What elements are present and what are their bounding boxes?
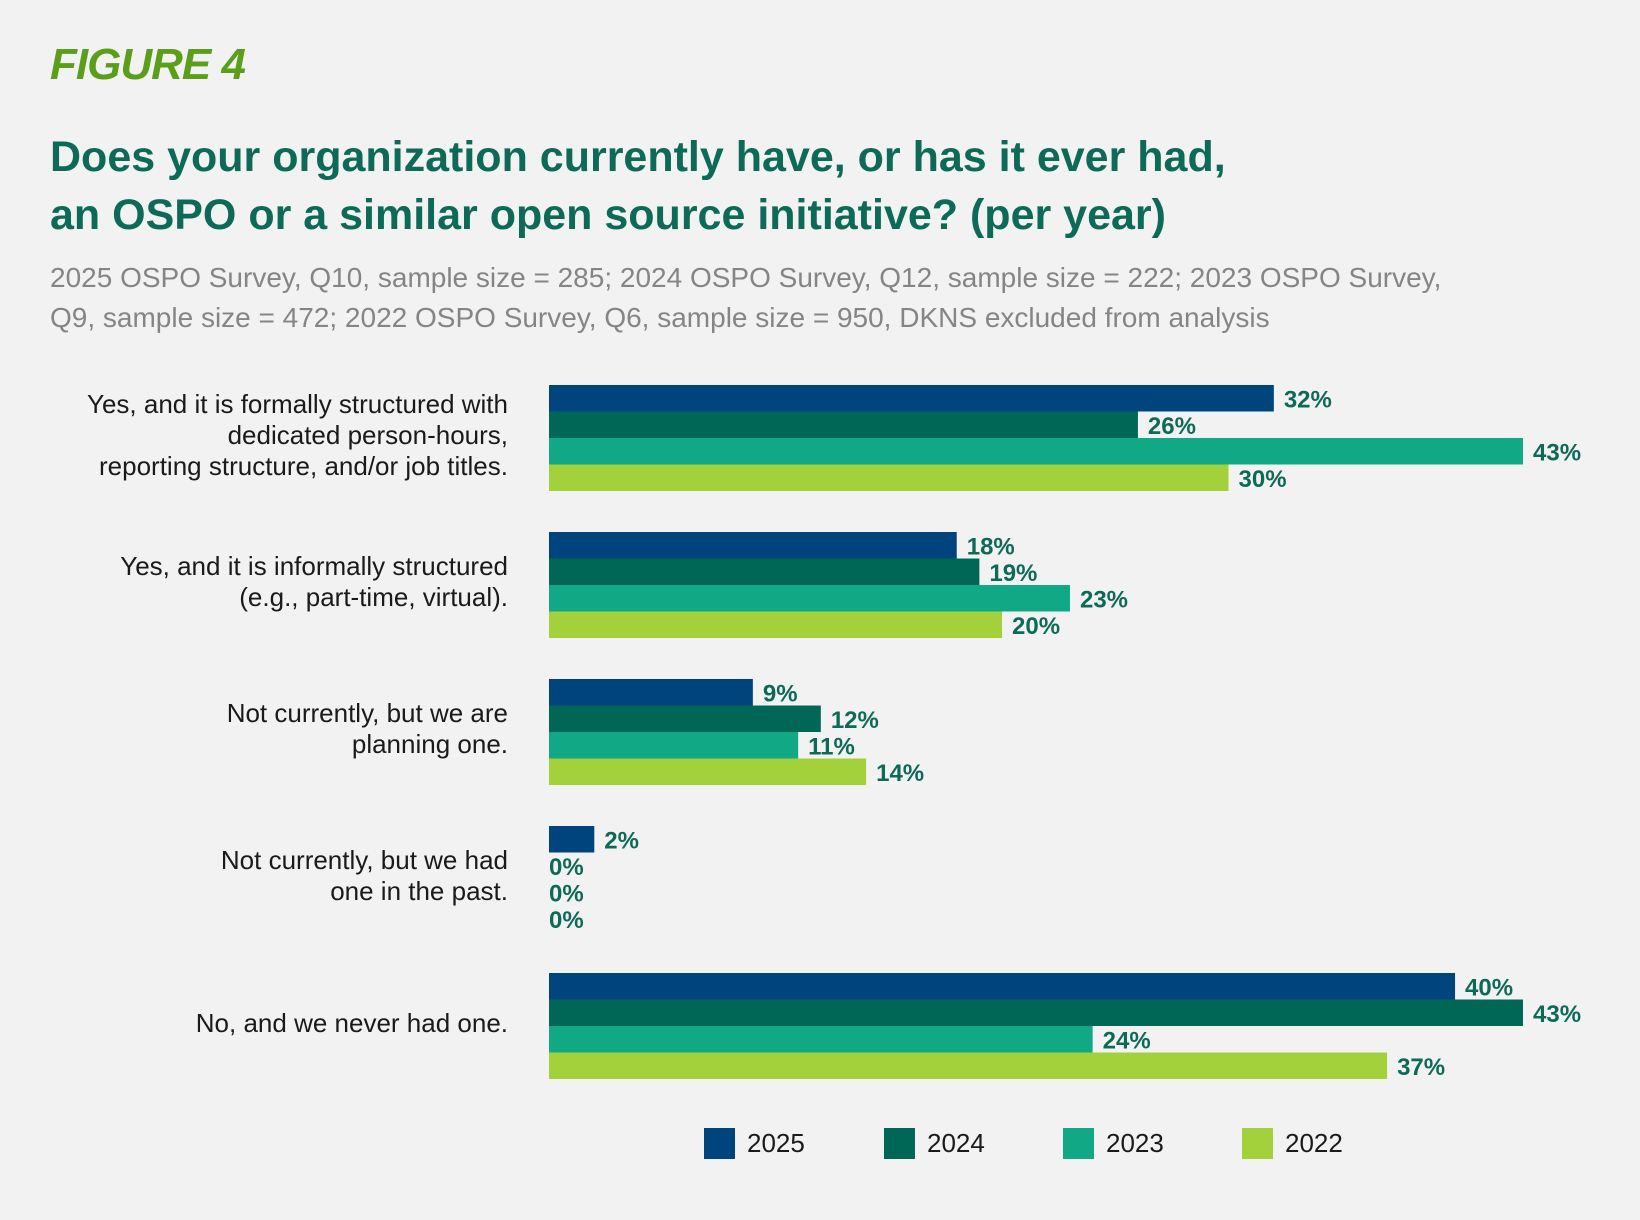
figure-label: FIGURE 4 [50, 40, 246, 89]
legend-item-2025: 2025 [704, 1128, 805, 1159]
bar-2023-2 [549, 732, 799, 759]
chart-title-line: an OSPO or a similar open source initiat… [50, 191, 1166, 239]
legend-item-2022: 2022 [1242, 1128, 1343, 1159]
bar-2025-4 [549, 973, 1456, 1000]
bar-2023-0 [549, 438, 1523, 465]
bar-2024-4 [549, 999, 1523, 1026]
bar-2024-1 [549, 558, 980, 585]
data-label-2024-0: 26% [1148, 413, 1196, 440]
data-label-2025-0: 32% [1284, 386, 1332, 413]
data-label-2023-1: 23% [1080, 586, 1128, 613]
category-label-line: Yes, and it is informally structured [120, 551, 508, 581]
chart-legend: 2025 2024 2023 2022 [0, 1128, 1640, 1164]
chart-subtitle-line: Q9, sample size = 472; 2022 OSPO Survey,… [50, 302, 1270, 333]
bar-2025-0 [549, 385, 1274, 412]
legend-item-2023: 2023 [1063, 1128, 1164, 1159]
data-label-2025-4: 40% [1465, 974, 1513, 1001]
chart-title-line: Does your organization currently have, o… [50, 133, 1226, 181]
legend-swatch [1063, 1128, 1094, 1159]
category-label-line: one in the past. [330, 876, 508, 906]
data-label-2023-2: 11% [808, 733, 855, 760]
bar-2025-2 [549, 679, 753, 706]
data-label-2022-2: 14% [876, 760, 924, 787]
bar-2022-4 [549, 1052, 1388, 1079]
bar-2023-1 [549, 585, 1070, 612]
data-label-2022-0: 30% [1239, 466, 1287, 493]
category-label-line: Yes, and it is formally structured with [87, 388, 508, 419]
bar-2023-4 [549, 1026, 1093, 1053]
data-label-2023-4: 24% [1103, 1027, 1151, 1054]
category-label-line: Not currently, but we had [220, 845, 508, 875]
category-label: Yes, and it is formally structured with d… [38, 389, 508, 482]
bar-2022-1 [549, 611, 1003, 638]
legend-label: 2025 [747, 1128, 805, 1158]
category-label-line: reporting structure, and/or job titles. [99, 450, 508, 481]
bar-2025-3 [549, 826, 595, 853]
data-label-2022-1: 20% [1012, 613, 1060, 640]
category-label: Not currently, but we had one in the past… [38, 845, 508, 907]
category-label-line: No, and we never had one. [195, 1007, 508, 1038]
data-label-2025-1: 18% [967, 533, 1015, 560]
bar-2022-2 [549, 758, 867, 785]
category-label: No, and we never had one. [38, 1008, 508, 1039]
category-label-line: dedicated person-hours, [227, 419, 508, 450]
data-label-2024-1: 19% [989, 560, 1037, 587]
data-label-2022-3: 0% [549, 907, 584, 934]
bar-2022-0 [549, 464, 1229, 491]
bar-2024-2 [549, 705, 821, 732]
legend-item-2024: 2024 [884, 1128, 985, 1159]
data-label-2025-3: 2% [604, 827, 639, 854]
category-label: Not currently, but we are planning one. [38, 698, 508, 760]
legend-swatch [704, 1128, 735, 1159]
legend-label: 2022 [1285, 1128, 1343, 1158]
chart-subtitle-line: 2025 OSPO Survey, Q10, sample size = 285… [50, 262, 1442, 293]
chart-title: Does your organization currently have, o… [50, 128, 1450, 244]
legend-label: 2024 [927, 1128, 985, 1158]
bar-2024-0 [549, 411, 1138, 438]
data-label-2024-4: 43% [1533, 1001, 1581, 1028]
category-label: Yes, and it is informally structured (e.g… [38, 551, 508, 613]
data-label-2022-4: 37% [1397, 1054, 1445, 1081]
data-label-2024-2: 12% [831, 707, 879, 734]
data-label-2023-3: 0% [549, 880, 584, 907]
legend-label: 2023 [1106, 1128, 1164, 1158]
legend-swatch [1242, 1128, 1273, 1159]
data-label-2023-0: 43% [1533, 439, 1581, 466]
category-label-line: Not currently, but we are [226, 698, 508, 728]
data-label-2024-3: 0% [549, 854, 584, 881]
legend-swatch [884, 1128, 915, 1159]
bar-chart: 32% 18% 9% 2% 40% 26% 19% 12% 0% 43% 43% 23% 11% 0% 24… [549, 385, 1581, 1081]
category-label-line: (e.g., part-time, virtual). [239, 582, 508, 612]
bar-2025-1 [549, 532, 957, 559]
data-label-2025-2: 9% [763, 680, 798, 707]
chart-subtitle: 2025 OSPO Survey, Q10, sample size = 285… [50, 258, 1570, 338]
category-label-line: planning one. [351, 729, 508, 759]
